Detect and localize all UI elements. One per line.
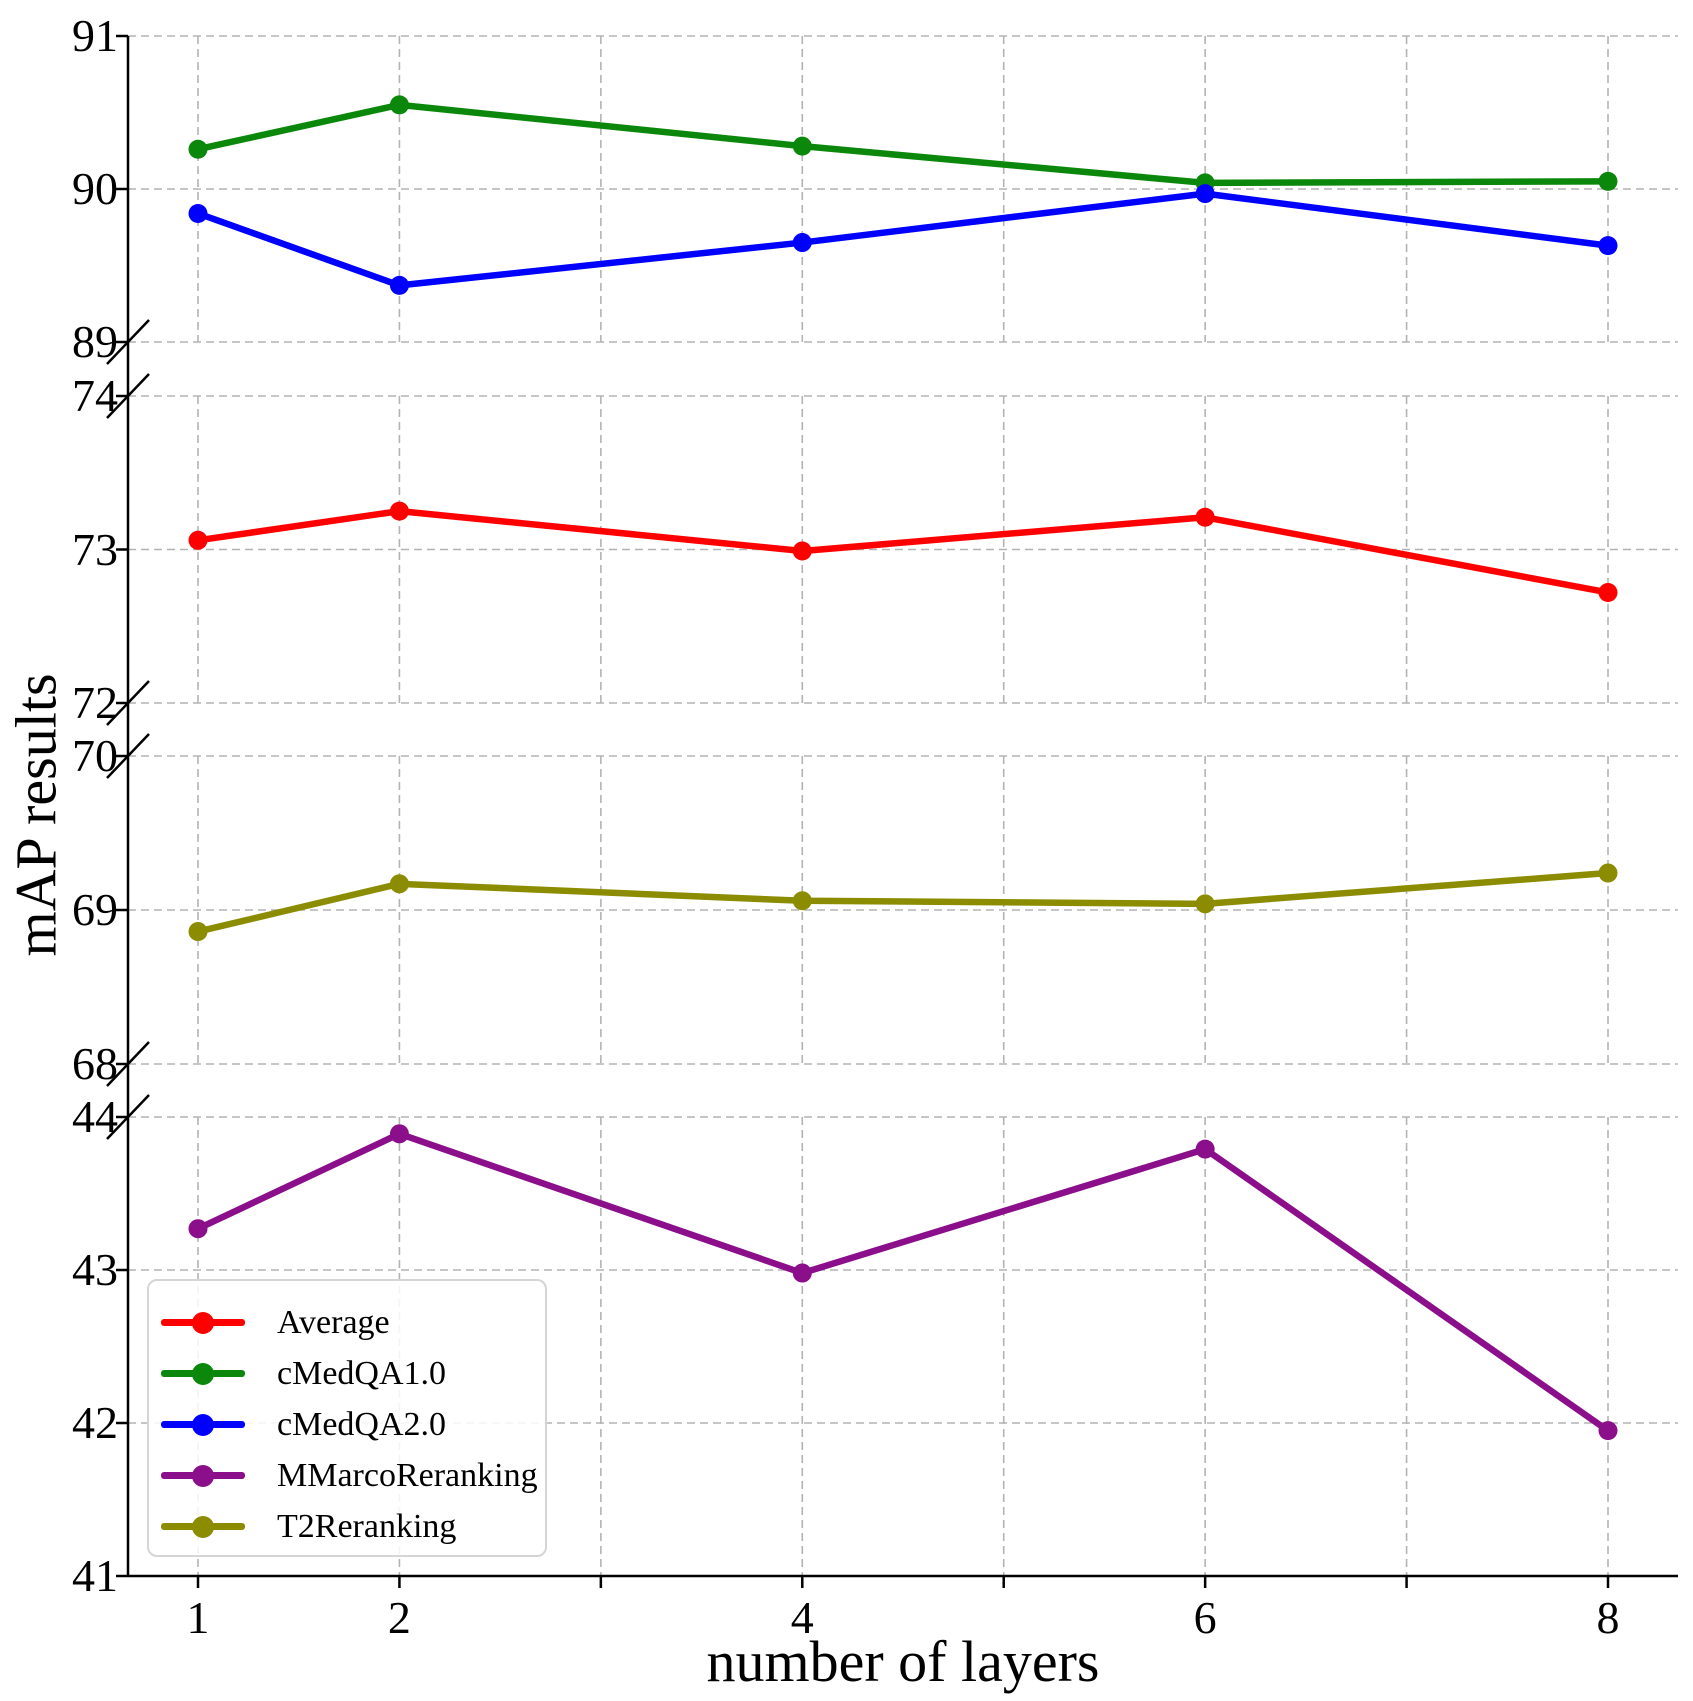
legend-label: MMarcoReranking — [277, 1456, 538, 1494]
data-point — [1195, 507, 1215, 527]
data-point — [1195, 894, 1215, 914]
legend-line-sample — [161, 1464, 245, 1487]
legend-marker-dot — [192, 1464, 214, 1487]
series-line — [194, 101, 1612, 187]
legend-label: Average — [277, 1303, 390, 1341]
y-axis-title: mAP results — [3, 673, 69, 957]
series-T2Reranking — [188, 863, 1618, 942]
data-point — [389, 1124, 409, 1144]
legend-line-sample — [161, 1515, 245, 1538]
legend-line-sample — [161, 1413, 245, 1436]
data-point — [1598, 236, 1618, 256]
gridlines — [128, 35, 1678, 1577]
legend-label: T2Reranking — [277, 1507, 457, 1545]
legend-marker-dot — [192, 1515, 214, 1538]
data-point — [792, 1263, 812, 1283]
data-point — [188, 139, 208, 159]
series-Average — [188, 501, 1618, 602]
legend: Average cMedQA1.0 cMedQA2.0 MMarcoReranking… — [147, 1279, 547, 1557]
series-MMarcoReranking — [188, 1124, 1618, 1441]
data-point — [188, 1219, 208, 1239]
legend-line-sample — [161, 1362, 245, 1385]
data-point — [792, 541, 812, 561]
series-cMedQA2.0 — [188, 184, 1618, 295]
series-line — [194, 869, 1612, 935]
data-point — [188, 530, 208, 550]
data-point — [188, 203, 208, 223]
axes-spines — [116, 34, 1678, 1588]
data-point — [1598, 582, 1618, 602]
legend-label: cMedQA2.0 — [277, 1405, 447, 1443]
data-point — [1598, 1421, 1618, 1441]
data-point — [1598, 863, 1618, 883]
data-point — [389, 275, 409, 295]
legend-marker-dot — [192, 1311, 214, 1334]
data-point — [792, 136, 812, 156]
data-point — [1195, 1139, 1215, 1159]
legend-marker-dot — [192, 1362, 214, 1385]
x-axis-title: number of layers — [706, 1629, 1100, 1694]
data-point — [792, 233, 812, 253]
legend-marker-dot — [192, 1413, 214, 1436]
series-cMedQA1.0 — [188, 95, 1618, 193]
data-point — [188, 922, 208, 942]
legend-item: cMedQA2.0 — [161, 1399, 545, 1450]
legend-line-sample — [161, 1311, 245, 1334]
data-point — [389, 501, 409, 521]
data-point — [1195, 184, 1215, 204]
series-line — [194, 507, 1612, 596]
data-point — [1598, 171, 1618, 191]
legend-item: Average — [161, 1297, 545, 1348]
axis-break-marks — [106, 319, 150, 1140]
data-point — [792, 891, 812, 911]
legend-item: T2Reranking — [161, 1501, 545, 1552]
legend-item: MMarcoReranking — [161, 1450, 545, 1501]
data-point — [389, 874, 409, 894]
legend-item: cMedQA1.0 — [161, 1348, 545, 1399]
legend-label: cMedQA1.0 — [277, 1354, 447, 1392]
series-line — [194, 190, 1612, 289]
data-point — [389, 95, 409, 115]
